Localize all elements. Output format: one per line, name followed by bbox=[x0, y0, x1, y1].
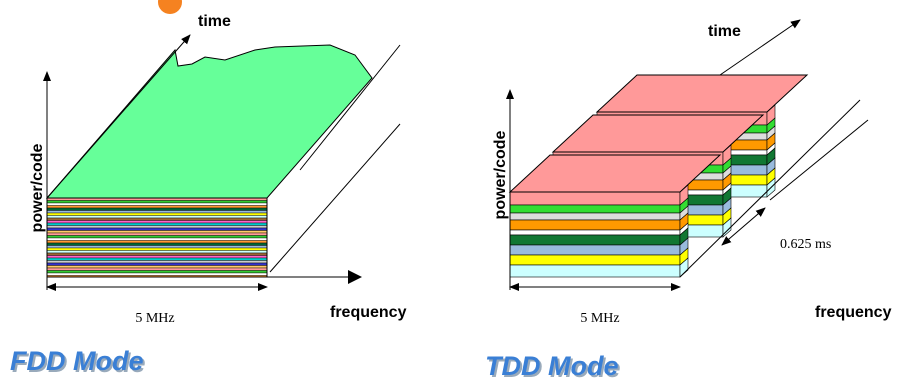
layer bbox=[510, 265, 680, 277]
stripe bbox=[47, 211, 267, 214]
stripe bbox=[47, 273, 267, 276]
stripe bbox=[47, 203, 267, 206]
layer bbox=[510, 235, 680, 245]
y-label: power/code bbox=[29, 143, 46, 232]
x-label: frequency bbox=[330, 304, 407, 321]
stripe bbox=[47, 246, 267, 249]
stripe bbox=[47, 271, 267, 274]
stripe bbox=[47, 261, 267, 264]
stripe bbox=[47, 241, 267, 244]
fdd-top-face bbox=[47, 45, 372, 198]
stripe bbox=[47, 208, 267, 211]
diagram: time power/code 5 MHz frequency FDD Mode… bbox=[0, 0, 919, 383]
layer bbox=[510, 205, 680, 213]
tdd-slots bbox=[510, 75, 807, 277]
stripe bbox=[47, 201, 267, 204]
tdd-diagram: time power/code 0.625 ms 5 MHz frequency… bbox=[485, 20, 892, 383]
stripe bbox=[47, 243, 267, 246]
time-label: time bbox=[708, 23, 741, 40]
stripe bbox=[47, 206, 267, 209]
stripe bbox=[47, 236, 267, 239]
stripe bbox=[47, 228, 267, 231]
layer bbox=[510, 213, 680, 220]
title: FDD Mode bbox=[10, 346, 143, 376]
layer bbox=[510, 192, 680, 205]
time-label: time bbox=[198, 13, 231, 30]
y-label: power/code bbox=[492, 130, 509, 219]
x-label: frequency bbox=[815, 304, 892, 321]
stripe bbox=[47, 238, 267, 241]
stripe bbox=[47, 258, 267, 261]
stripe bbox=[47, 218, 267, 221]
logo-fragment bbox=[158, 0, 182, 14]
stripe bbox=[47, 263, 267, 266]
stripe bbox=[47, 253, 267, 256]
stripe bbox=[47, 221, 267, 224]
edge-line bbox=[770, 120, 868, 200]
stripe bbox=[47, 223, 267, 226]
slot-top bbox=[597, 75, 807, 112]
stripe bbox=[47, 248, 267, 251]
bandwidth-label: 5 MHz bbox=[135, 311, 174, 326]
stripe bbox=[47, 226, 267, 229]
stripe bbox=[47, 256, 267, 259]
stripe bbox=[47, 268, 267, 271]
stripe bbox=[47, 266, 267, 269]
layer bbox=[510, 245, 680, 255]
layer bbox=[510, 255, 680, 265]
stripe bbox=[47, 233, 267, 236]
layer bbox=[510, 230, 680, 235]
stripe bbox=[47, 251, 267, 254]
layer bbox=[510, 220, 680, 230]
bandwidth-label: 5 MHz bbox=[580, 311, 619, 326]
fdd-diagram: time power/code 5 MHz frequency FDD Mode… bbox=[10, 13, 407, 378]
stripe bbox=[47, 216, 267, 219]
stripe bbox=[47, 213, 267, 216]
fdd-front-face bbox=[47, 198, 267, 277]
stripe bbox=[47, 231, 267, 234]
title: TDD Mode bbox=[485, 351, 618, 381]
slot-label: 0.625 ms bbox=[780, 237, 831, 252]
